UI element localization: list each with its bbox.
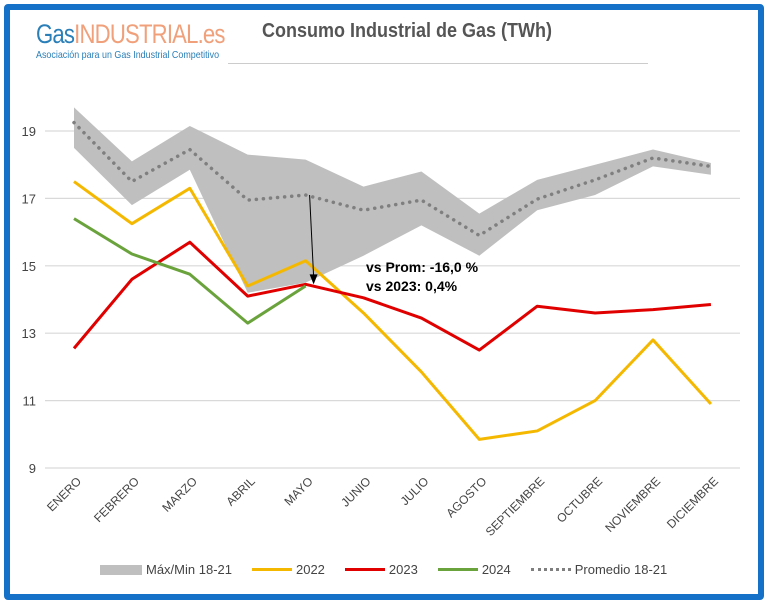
logo-tagline: Asociación para un Gas Industrial Compet… [36,49,220,61]
legend-swatch-promedio [530,568,571,571]
legend: Máx/Min 18-21 2022 2023 2024 Promedio 18… [100,562,687,577]
x-tick-label: MARZO [159,474,200,515]
y-tick-label: 15 [22,259,36,274]
logo-brand-industrial: INDUSTRIAL.es [74,19,225,49]
logo: GasINDUSTRIAL.es Asociación para un Gas … [36,20,266,61]
x-tick-label: DICIEMBRE [664,474,721,531]
series-line-2023 [72,240,712,352]
x-tick-label: OCTUBRE [554,474,605,525]
series-line-2024 [73,217,307,325]
legend-label: 2022 [295,562,325,577]
x-tick-label: ABRIL [223,474,258,509]
y-tick-label: 11 [23,394,37,409]
legend-swatch-band [100,564,142,575]
series-line-2022 [73,180,713,441]
annotation-vs-promedio: vs Prom: -16,0 % [366,259,479,275]
band-max-min [74,107,711,293]
annotation-arrow-line [309,195,315,277]
legend-swatch-2022 [251,568,292,571]
chart-title: Consumo Industrial de Gas (TWh) [262,20,553,42]
series-line-promedio-18-21 [72,120,713,238]
legend-label: 2023 [388,562,418,577]
y-tick-label: 19 [22,124,36,139]
x-tick-label: SEPTIEMBRE [483,474,548,539]
x-tick-label: NOVIEMBRE [602,474,663,535]
x-tick-label: MAYO [281,474,315,508]
legend-swatch-2023 [344,568,385,571]
x-tick-label: FEBRERO [91,474,142,525]
legend-item-2024: 2024 [437,562,511,577]
legend-item-2023: 2023 [344,562,418,577]
x-tick-label: JUNIO [338,474,373,509]
annotation-vs-2023: vs 2023: 0,4% [366,278,458,294]
legend-label: Máx/Min 18-21 [146,562,232,577]
legend-item-2022: 2022 [251,562,325,577]
y-tick-label: 17 [22,191,36,206]
logo-brand-gas: Gas [36,19,75,49]
legend-swatch-2024 [437,568,478,571]
x-tick-label: AGOSTO [443,474,489,520]
legend-label: 2024 [481,562,511,577]
legend-item-promedio: Promedio 18-21 [530,562,668,577]
y-tick-label: 9 [29,461,36,476]
x-tick-label: ENERO [44,474,84,514]
legend-item-band: Máx/Min 18-21 [100,562,232,577]
annotation-arrow-head [309,274,318,285]
y-tick-label: 13 [22,326,36,341]
legend-label: Promedio 18-21 [574,562,668,577]
x-tick-label: JULIO [398,474,432,508]
title-divider [228,63,648,64]
chart-frame [4,4,764,600]
